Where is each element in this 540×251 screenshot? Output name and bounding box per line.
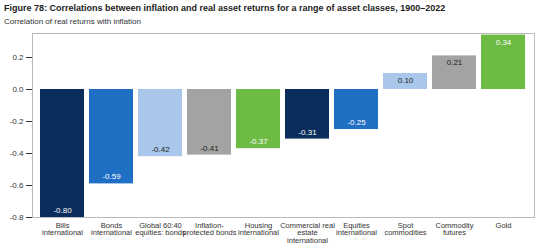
html-text:Correlation of real returns wi: Correlation of real returns with inflati… — [4, 17, 141, 26]
svg-text:-0.4: -0.4 — [10, 149, 24, 158]
svg-text:-0.37: -0.37 — [249, 137, 268, 146]
svg-text:0.34: 0.34 — [496, 38, 512, 47]
svg-text:-0.80: -0.80 — [53, 206, 72, 215]
svg-text:Spotcommodities: Spotcommodities — [384, 221, 426, 238]
svg-text:-0.31: -0.31 — [298, 128, 317, 137]
svg-text:Commercial realestateinternati: Commercial realestateinternational — [280, 221, 335, 245]
svg-text:0.2: 0.2 — [12, 53, 24, 62]
svg-text:Billsinternational: Billsinternational — [42, 221, 83, 238]
svg-text:Bondsinternational: Bondsinternational — [91, 221, 132, 238]
html-text:Figure 78: Correlations betwee: Figure 78: Correlations between inflatio… — [4, 3, 446, 13]
svg-text:-0.2: -0.2 — [10, 117, 24, 126]
svg-text:Equitiesinternational: Equitiesinternational — [336, 221, 377, 238]
svg-text:0.21: 0.21 — [447, 58, 463, 67]
svg-text:0.0: 0.0 — [12, 85, 24, 94]
svg-text:Housinginternational: Housinginternational — [238, 221, 279, 238]
svg-text:-0.41: -0.41 — [200, 144, 219, 153]
svg-text:Global 60:40equities: bonds: Global 60:40equities: bonds — [135, 221, 186, 238]
svg-text:Inflation-protected bonds: Inflation-protected bonds — [183, 221, 237, 238]
svg-text:-0.42: -0.42 — [151, 145, 170, 154]
svg-text:Commodityfutures: Commodityfutures — [436, 221, 474, 238]
svg-text:-0.59: -0.59 — [102, 172, 121, 181]
svg-text:-0.6: -0.6 — [10, 181, 24, 190]
svg-text:-0.8: -0.8 — [10, 213, 24, 222]
svg-text:Gold: Gold — [496, 221, 512, 230]
svg-text:0.10: 0.10 — [398, 76, 414, 85]
svg-text:-0.25: -0.25 — [347, 118, 366, 127]
